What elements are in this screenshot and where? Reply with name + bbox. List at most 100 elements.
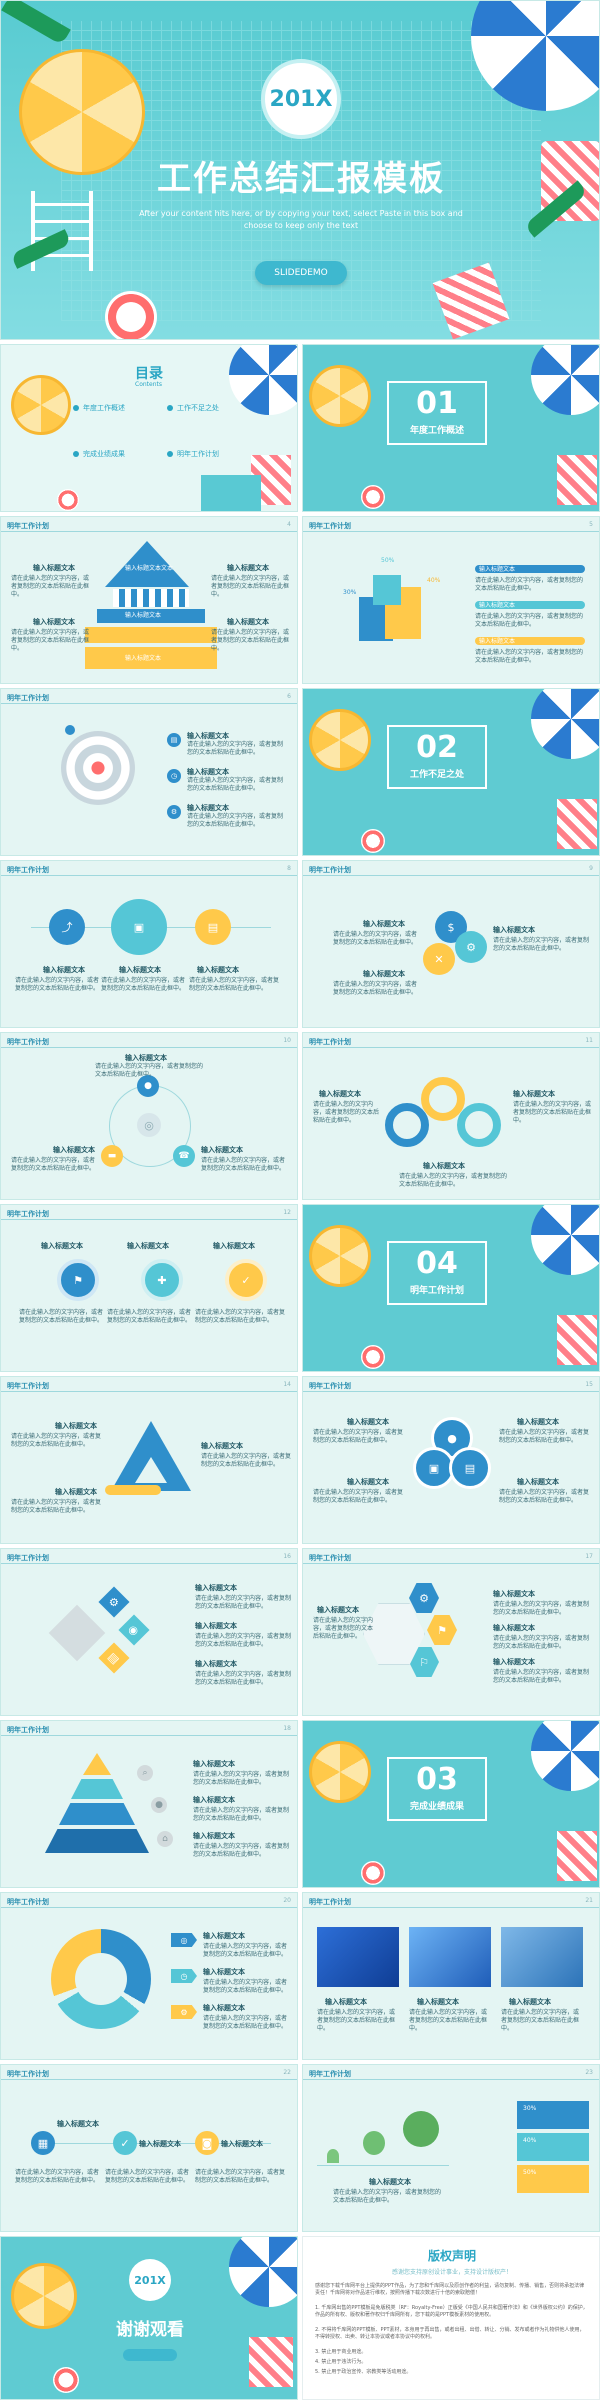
copyright-para-1: 感谢您下载千库网平台上提供的PPT作品，为了您和千库网以及原创作者的利益，请勿复…	[315, 2283, 585, 2296]
toc-bullet-2	[167, 405, 173, 411]
header-divider	[303, 2079, 599, 2080]
header-divider	[1, 1047, 297, 1048]
trefoil-right-icon: ▤	[449, 1447, 491, 1489]
pyramid-slide: 明年工作计划 4 输入标题文本文本 输入标题文本 输入标题文本 输入标题文本 请…	[0, 516, 298, 684]
section-04-slide: 04 明年工作计划	[302, 1204, 600, 1372]
thanks-year: 201X	[134, 2273, 166, 2287]
label-3: 输入标题文本	[221, 2140, 263, 2148]
copyright-para-5: 4. 禁止用于违法行为。	[315, 2359, 367, 2365]
toc-slide: 目录 Contents 年度工作概述 工作不足之处 完成业绩成果 明年工作计划	[0, 344, 298, 512]
toc-item-3[interactable]: 完成业绩成果	[83, 450, 125, 458]
page-number: 23	[585, 2069, 593, 2076]
briefcase-icon: ▣	[111, 899, 167, 955]
yellow-umbrella-icon	[19, 49, 145, 175]
body-3: 请在此输入您的文字内容，或者复制您的文本后粘贴在此框中。	[499, 1429, 590, 1444]
triangle-slide: 明年工作计划 14 输入标题文本 请在此输入您的文字内容，或者复制您的文本后粘贴…	[0, 1376, 298, 1544]
label-2: 输入标题文本	[347, 1478, 389, 1486]
page-number: 16	[283, 1553, 291, 1560]
copyright-para-3: 2. 不得将千库网的PPT模板、PPT素材，本身用于再出售，或者出租、出借、转让…	[315, 2327, 585, 2340]
slide-header: 明年工作计划	[309, 866, 351, 874]
swim-ring-icon	[53, 2367, 79, 2393]
thanks-button[interactable]	[123, 2349, 177, 2361]
cover-year: 201X	[269, 86, 333, 112]
year-badge: 201X	[129, 2259, 171, 2301]
page-number: 21	[585, 1897, 593, 1904]
label-1: 输入标题文本	[57, 2120, 99, 2128]
blue-umbrella-icon	[531, 689, 599, 759]
three-circles-slide: 明年工作计划 8 ⤴ ▣ ▤ 输入标题文本 请在此输入您的文字内容，或者复制您的…	[0, 860, 298, 1028]
beach-bag-icon	[557, 1831, 597, 1881]
trefoil-slide: 明年工作计划 15 ● ▣ ▤ 输入标题文本 请在此输入您的文字内容，或者复制您…	[302, 1376, 600, 1544]
flag-icon: ⚑	[57, 1259, 99, 1301]
cluster-slide: 明年工作计划 9 $ ✕ ⚙ 输入标题文本 请在此输入您的文字内容，或者复制您的…	[302, 860, 600, 1028]
body-2: 请在此输入您的文字内容，或者复制您的文本后粘贴在此框中。	[11, 1157, 96, 1172]
gear-icon: ⚙	[167, 805, 181, 819]
layer-2	[71, 1779, 123, 1799]
body-1: 请在此输入您的文字内容，或者复制您的文本后粘贴在此框中。	[317, 2009, 396, 2032]
toc-item-1[interactable]: 年度工作概述	[83, 404, 125, 412]
label-2: 输入标题文本	[493, 926, 535, 934]
page-number: 15	[585, 1381, 593, 1388]
slide-header: 明年工作计划	[7, 1210, 49, 1218]
badges-slide: 明年工作计划 12 输入标题文本 输入标题文本 输入标题文本 ⚑ ✚ ✓ 请在此…	[0, 1204, 298, 1372]
left-label-2: 输入标题文本	[33, 618, 75, 626]
hexagon-blue-icon: ⚙	[409, 1583, 439, 1613]
header-divider	[303, 1391, 599, 1392]
body-1: 请在此输入您的文字内容，或者复制您的文本后粘贴在此框中。	[333, 931, 418, 946]
tools-icon: ✕	[423, 943, 455, 975]
year-badge: 201X	[261, 59, 341, 139]
right-label-2: 输入标题文本	[227, 618, 269, 626]
body-4: 请在此输入您的文字内容，或者复制您的文本后粘贴在此框中。	[493, 1669, 590, 1684]
header-divider	[1, 1735, 297, 1736]
info-body-2: 请在此输入您的文字内容，或者复制您的文本后粘贴在此框中。	[475, 613, 584, 628]
slide-header: 明年工作计划	[7, 1726, 49, 1734]
arrow-tag-blue-icon: ◎	[171, 1933, 197, 1947]
beach-bag-icon	[249, 2337, 293, 2387]
photo-keyboard	[409, 1927, 491, 1987]
info-bar-2	[475, 601, 585, 609]
yellow-umbrella-icon	[11, 375, 71, 435]
label-1: 输入标题文本	[43, 966, 85, 974]
label-2: 输入标题文本	[493, 1590, 535, 1598]
label-3: 输入标题文本	[197, 966, 239, 974]
label-3: 输入标题文本	[213, 1242, 255, 1250]
yellow-umbrella-icon	[309, 709, 371, 771]
body-2: 请在此输入您的文字内容，或者复制您的文本后粘贴在此框中。	[513, 1101, 592, 1124]
toc-item-4[interactable]: 明年工作计划	[177, 450, 219, 458]
label-3: 输入标题文本	[509, 1998, 551, 2006]
stat-block-teal	[517, 2133, 589, 2161]
body-2: 请在此输入您的文字内容，或者复制您的文本后粘贴在此框中。	[193, 1807, 290, 1822]
body-2: 请在此输入您的文字内容，或者复制您的文本后粘贴在此框中。	[313, 1489, 404, 1504]
body-3: 请在此输入您的文字内容，或者复制您的文本后粘贴在此框中。	[195, 2169, 286, 2184]
swim-ring-icon	[361, 1345, 385, 1369]
toc-item-2[interactable]: 工作不足之处	[177, 404, 219, 412]
blue-umbrella-icon	[229, 2237, 297, 2307]
right-body-1: 请在此输入您的文字内容，或者复制您的文本后粘贴在此框中。	[211, 575, 290, 598]
body-3: 请在此输入您的文字内容，或者复制您的文本后粘贴在此框中。	[195, 1309, 286, 1324]
label-1: 输入标题文本	[55, 1422, 97, 1430]
body-1: 请在此输入您的文字内容，或者复制您的文本后粘贴在此框中。	[203, 1943, 288, 1958]
label-1: 输入标题文本	[193, 1760, 235, 1768]
page-number: 20	[283, 1897, 291, 1904]
blue-umbrella-icon	[229, 345, 297, 415]
label-3: 输入标题文本	[363, 970, 405, 978]
cover-button[interactable]: SLIDEDEMO	[255, 261, 347, 285]
section-box: 02 工作不足之处	[387, 725, 487, 789]
stat-block-blue	[517, 2101, 589, 2129]
body-2: 请在此输入您的文字内容，或者复制您的文本后粘贴在此框中。	[493, 937, 590, 952]
header-divider	[1, 2079, 297, 2080]
label-3: 输入标题文本	[195, 1660, 237, 1668]
triangle-inner	[135, 1457, 167, 1483]
slide-header: 明年工作计划	[309, 522, 351, 530]
page-number: 12	[283, 1209, 291, 1216]
label-1: 输入标题文本	[125, 1054, 167, 1062]
label-2: 输入标题文本	[139, 2140, 181, 2148]
plant-large-icon	[403, 2111, 439, 2147]
label-2: 输入标题文本	[119, 966, 161, 974]
stat-pct-1: 30%	[523, 2105, 537, 2112]
header-divider	[1, 1219, 297, 1220]
donut-slide: 明年工作计划 20 ◎ ◷ ⚙ 输入标题文本 请在此输入您的文字内容，或者复制您…	[0, 1892, 298, 2060]
page-number: 17	[585, 1553, 593, 1560]
page-number: 9	[589, 865, 593, 872]
item-label-2: 输入标题文本	[187, 768, 229, 776]
